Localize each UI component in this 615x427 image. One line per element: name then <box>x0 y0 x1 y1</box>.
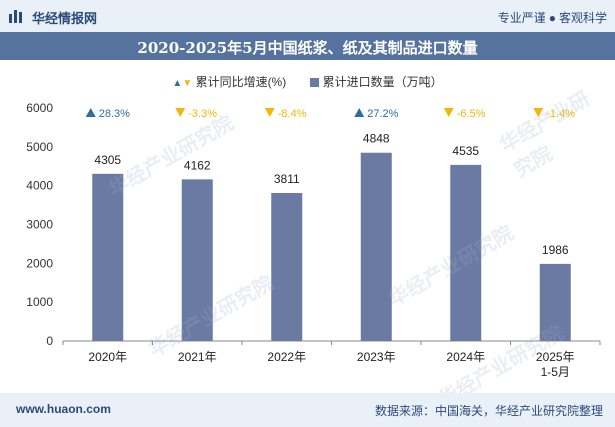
bar <box>539 263 571 341</box>
y-tick-label: 1000 <box>26 295 53 309</box>
bar-value-label: 4848 <box>363 132 390 146</box>
x-tick-label: 2021年 <box>178 350 217 364</box>
chart-title: 2020-2025年5月中国纸浆、纸及其制品进口数量 <box>137 39 478 57</box>
growth-down-marker <box>533 108 544 117</box>
legend-growth-label: 累计同比增速(%) <box>195 75 287 89</box>
growth-down-marker <box>264 108 275 117</box>
growth-up-marker <box>354 108 365 117</box>
y-tick-label: 0 <box>46 334 53 348</box>
growth-label: 28.3% <box>99 108 130 120</box>
growth-label: -3.3% <box>188 108 217 120</box>
bar-logo-icon <box>9 10 22 23</box>
bar <box>450 164 482 341</box>
growth-down-marker <box>175 108 186 117</box>
x-tick-label: 2020年 <box>88 350 127 364</box>
x-tick-label: 1-5月 <box>541 365 570 379</box>
y-tick-label: 6000 <box>26 101 53 115</box>
footer: www.huaon.com 数据来源：中国海关，华经产业研究院整理 <box>0 393 615 427</box>
legend-volume-label: 累计进口数量（万吨） <box>322 75 443 89</box>
bar-value-label: 4162 <box>184 158 211 172</box>
top-bar: 华经情报网 专业严谨 ● 客观科学 <box>0 0 615 32</box>
bar-value-label: 3811 <box>274 172 300 186</box>
bar <box>360 152 392 341</box>
triangle-up-icon: ▲ <box>172 78 183 89</box>
bar <box>92 173 124 341</box>
title-bar: 2020-2025年5月中国纸浆、纸及其制品进口数量 <box>0 32 615 60</box>
tagline-right: 客观科学 <box>558 11 607 25</box>
y-tick-label: 3000 <box>26 218 53 232</box>
tagline-dot-icon: ● <box>548 11 556 25</box>
y-tick-label: 4000 <box>26 179 53 193</box>
bar <box>271 193 303 341</box>
growth-label: -1.4% <box>546 108 575 120</box>
logo-text: 华经情报网 <box>32 11 98 26</box>
growth-label: -8.4% <box>278 108 307 120</box>
footer-url: www.huaon.com <box>16 402 111 416</box>
legend-bar-swatch <box>309 78 319 88</box>
x-tick-label: 2025年 <box>536 350 575 364</box>
x-tick-label: 2023年 <box>357 350 396 364</box>
bar-value-label: 4305 <box>94 153 121 167</box>
bar-chart: 0 1000 2000 3000 4000 5000 6000 4305 2020年 28.3% 4… <box>26 101 601 379</box>
bar-value-label: 4535 <box>452 144 479 158</box>
footer-source: 数据来源：中国海关，华经产业研究院整理 <box>374 404 603 418</box>
legend-volume: 累计进口数量（万吨） <box>309 73 443 90</box>
x-tick-label: 2024年 <box>446 350 485 364</box>
triangle-down-icon: ▼ <box>182 78 193 89</box>
tagline-left: 专业严谨 <box>497 11 546 25</box>
growth-label: 27.2% <box>367 108 398 120</box>
growth-down-marker <box>443 108 454 117</box>
legend-growth: ▲▼ 累计同比增速(%) <box>172 73 286 90</box>
y-tick-label: 5000 <box>26 140 53 154</box>
bar-value-label: 1986 <box>542 243 569 257</box>
y-tick-label: 2000 <box>26 256 53 270</box>
x-tick-label: 2022年 <box>267 350 306 364</box>
growth-up-marker <box>85 108 96 117</box>
growth-label: -6.5% <box>457 108 486 120</box>
tagline: 专业严谨 ● 客观科学 <box>498 9 607 26</box>
legend: ▲▼ 累计同比增速(%) 累计进口数量（万吨） <box>0 73 615 90</box>
bar <box>181 179 213 341</box>
